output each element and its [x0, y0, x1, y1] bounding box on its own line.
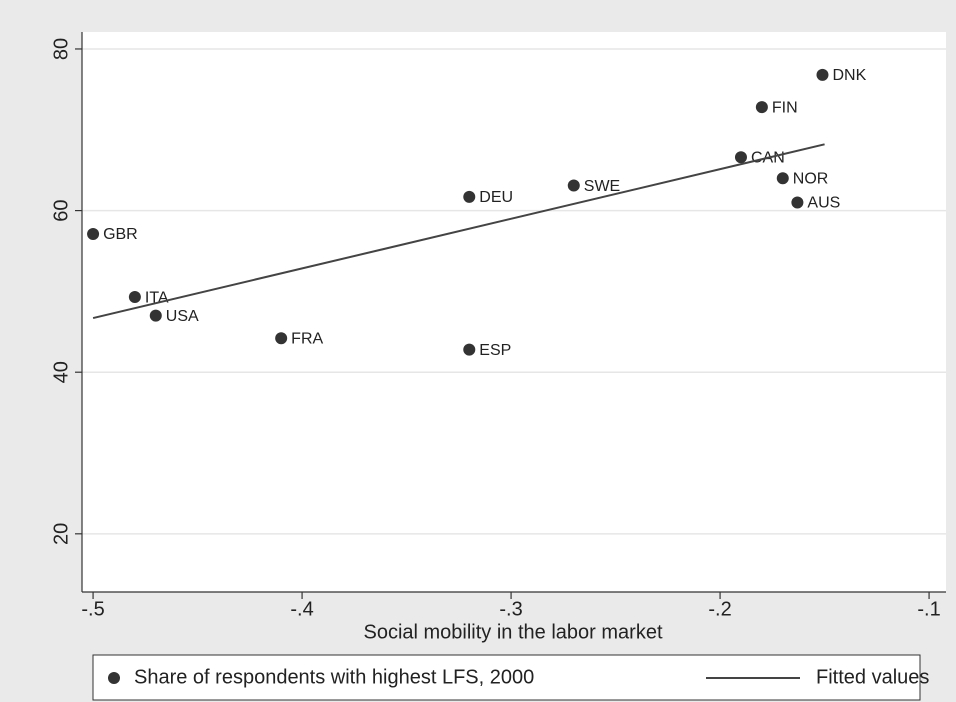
point — [776, 172, 789, 185]
y-tick-label: 20 — [50, 523, 72, 545]
plot-area — [82, 32, 946, 592]
point-label: FIN — [772, 99, 798, 116]
point — [755, 101, 768, 114]
point-label: USA — [166, 308, 199, 325]
legend-label: Share of respondents with highest LFS, 2… — [134, 666, 534, 688]
point-label: NOR — [793, 170, 829, 187]
point-label: GBR — [103, 226, 138, 243]
y-tick-label: 40 — [50, 361, 72, 383]
point — [567, 179, 580, 192]
point-label: DNK — [832, 67, 866, 84]
point — [149, 309, 162, 322]
point-label: AUS — [807, 195, 840, 212]
x-tick-label: -.5 — [81, 598, 104, 620]
x-axis-title: Social mobility in the labor market — [363, 621, 662, 643]
fit-line — [92, 143, 825, 320]
point-label: SWE — [584, 178, 620, 195]
y-tick-label: 60 — [50, 199, 72, 221]
x-tick-label: -.2 — [708, 598, 731, 620]
x-tick-label: -.3 — [499, 598, 522, 620]
legend-label: Fitted values — [816, 666, 929, 688]
point — [734, 151, 747, 164]
x-tick-label: -.1 — [917, 598, 940, 620]
x-tick-label: -.4 — [290, 598, 313, 620]
point — [128, 291, 141, 304]
point — [275, 332, 288, 345]
point — [463, 343, 476, 356]
point-label: FRA — [291, 330, 323, 347]
legend-swatch — [108, 672, 120, 684]
point — [463, 190, 476, 203]
point — [791, 196, 804, 209]
point-label: ESP — [479, 342, 511, 359]
point — [87, 228, 100, 241]
point — [816, 68, 829, 81]
point-label: DEU — [479, 189, 513, 206]
y-tick-label: 80 — [50, 38, 72, 60]
